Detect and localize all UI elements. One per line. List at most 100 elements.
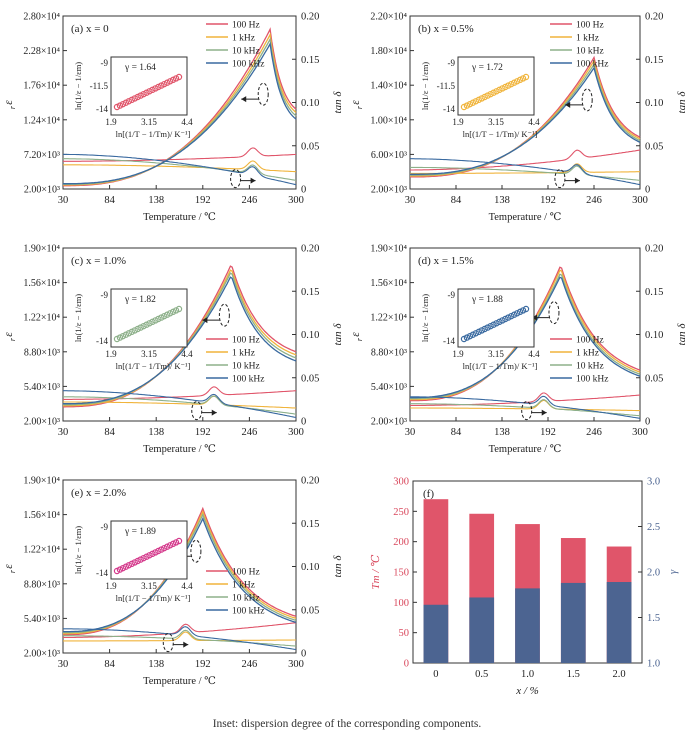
y-right-tick-label: 0.20 [645,244,663,255]
y-right-axis-label: tan δ [676,323,688,346]
bar-gamma [469,597,495,663]
y-tick-label: 8.80×10³ [24,347,60,358]
inset-frame [110,56,188,116]
eps-curve [410,66,641,175]
figure-caption: Inset: dispersion degree of the correspo… [212,718,482,730]
y-right-axis-label: γ [667,569,679,574]
tan-curve [63,631,296,642]
y-right-axis-label: tan δ [332,91,344,114]
y-tick-label: 2.00×10³ [371,185,407,196]
x-tick-label: 84 [104,427,115,438]
arrow-head [211,409,217,416]
y-tick-label: 100 [393,598,409,609]
y-tick-label: 8.80×10³ [371,347,407,358]
tan-curve [63,622,297,638]
legend-label: 100 Hz [232,336,260,346]
bar-gamma [560,582,586,663]
y-axis-label-sub: r [8,105,17,109]
inset-frame [110,520,188,580]
x-tick-label: 192 [195,659,211,670]
panel-label: (b) x = 0.5% [418,23,474,35]
inset-y-tick-label: -14 [96,104,108,114]
inset-point [175,305,183,313]
y-tick-label: 1.90×10⁴ [370,244,407,255]
y-right-tick-label: 0 [301,417,306,428]
y-axis-label: ε [350,332,362,337]
y-axis-label: ε [350,100,362,105]
legend-label: 100 kHz [232,375,264,385]
tan-curve [410,399,640,412]
inset-y-tick-label: -14 [96,336,108,346]
x-tick-label: 192 [195,427,211,438]
tan-curve [63,160,297,173]
inset-y-label: ln(1/ε − 1/εm) [420,294,430,342]
y-tick-label: 1.56×10⁴ [23,510,60,521]
y-right-tick-label: 0.20 [301,12,319,23]
y-axis-label-sub: r [355,337,364,341]
y-tick-label: 2.28×10⁴ [23,46,60,57]
y-right-tick-label: 1.0 [647,659,660,670]
x-axis-label: x / % [515,685,539,697]
tan-curve [410,158,641,186]
panel-label: (c) x = 1.0% [71,255,126,267]
inset-y-tick-label: -14 [443,104,455,114]
legend-label: 1 kHz [232,581,255,591]
y-tick-label: 2.20×10⁴ [370,12,407,23]
y-right-tick-label: 0.20 [301,244,319,255]
y-tick-label: 5.40×10³ [24,382,60,393]
inset-y-tick-label: -9 [448,290,456,300]
eps-curve [63,276,297,405]
x-axis-label: Temperature / ℃ [143,444,216,455]
tan-curve [410,165,641,181]
y-right-tick-label: 0.05 [645,373,663,384]
y-right-axis-label: tan δ [332,323,344,346]
tan-curve [63,629,297,647]
tan-curve [410,149,641,171]
inset-frame [457,56,535,116]
inset-x-tick-label: 1.9 [105,581,117,591]
y-right-tick-label: 0.10 [301,98,319,109]
y-right-tick-label: 0 [645,417,650,428]
inset-x-label: ln[(1/T − 1/Tm)/ K⁻¹] [463,361,538,371]
x-tick-label: 246 [242,195,258,206]
tan-curve [63,626,297,651]
y-right-tick-label: 0.15 [645,287,663,298]
y-right-tick-label: 0.05 [301,373,319,384]
y-right-tick-label: 0.05 [301,141,319,152]
y-tick-label: 1.22×10⁴ [23,545,60,556]
panel-label: (f) [423,488,434,500]
y-right-tick-label: 0.20 [301,476,319,487]
inset-y-tick-label: -14 [443,336,455,346]
tan-curve [63,386,297,400]
dielectric-panel: 30 84 138 192 246 300 Temperature / ℃ 2.00×10³ 7… [3,12,344,224]
y-tick-label: 1.00×10⁴ [370,115,407,126]
y-right-axis-label: tan δ [676,91,688,114]
arrow-head [250,177,256,184]
y-tick-label: 2.80×10⁴ [23,12,60,23]
x-tick-label: 2.0 [613,669,626,680]
x-tick-label: 246 [242,659,258,670]
bar-gamma [423,604,449,663]
y-tick-label: 1.90×10⁴ [23,476,60,487]
inset-x-tick-label: 1.9 [105,349,117,359]
y-tick-label: 1.22×10⁴ [370,313,407,324]
inset-x-tick-label: 3.15 [141,349,157,359]
inset-x-tick-label: 3.15 [488,349,504,359]
inset-x-tick-label: 4.4 [528,349,540,359]
inset-point [522,305,530,313]
legend-label: 10 kHz [576,362,604,372]
legend-label: 100 kHz [576,60,608,70]
legend-label: 10 kHz [232,594,260,604]
x-tick-label: 192 [540,427,556,438]
legend-label: 100 Hz [576,21,604,31]
y-tick-label: 1.90×10⁴ [23,244,60,255]
legend-label: 10 kHz [232,47,260,57]
y-tick-label: 5.40×10³ [24,614,60,625]
annotation-circle [257,82,269,106]
x-tick-label: 138 [494,427,510,438]
annotation-circle [191,401,203,421]
annotation-circle [581,88,593,112]
x-axis-label: Temperature / ℃ [143,676,216,687]
tan-curve [63,147,297,162]
y-tick-label: 300 [393,477,409,488]
